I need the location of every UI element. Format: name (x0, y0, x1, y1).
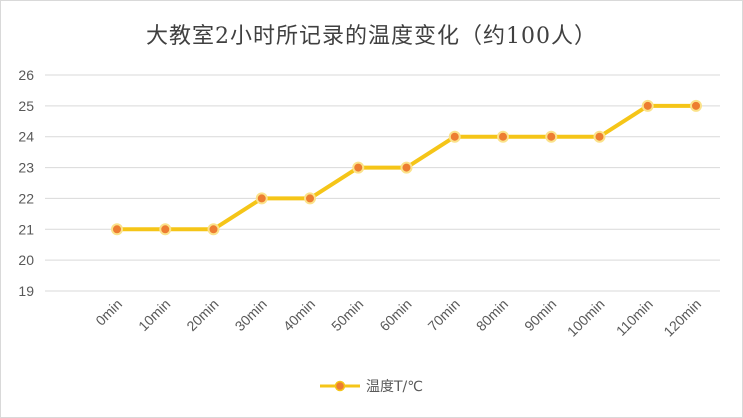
x-tick-label: 60min (376, 296, 414, 334)
y-tick-label: 21 (18, 221, 34, 237)
data-point (593, 130, 606, 143)
x-tick-label: 40min (280, 296, 318, 334)
x-tick-label: 80min (473, 296, 511, 334)
legend-label: 温度T/℃ (366, 379, 423, 395)
data-point (448, 130, 461, 143)
gridlines (45, 74, 720, 292)
x-tick-label: 100min (564, 296, 608, 340)
x-tick-label: 110min (613, 296, 656, 339)
y-tick-label: 23 (18, 160, 34, 176)
data-point (207, 223, 220, 236)
data-point (690, 99, 702, 112)
data-point (545, 130, 558, 143)
data-point (304, 192, 316, 205)
x-tick-label: 30min (232, 296, 270, 334)
data-point (255, 192, 268, 205)
data-point (400, 161, 413, 174)
chart-title: 大教室2小时所记录的温度变化（约100人） (146, 24, 597, 49)
data-point (159, 223, 172, 236)
y-tick-label: 25 (18, 98, 34, 114)
data-point (641, 99, 654, 112)
x-tick-label: 50min (328, 296, 366, 334)
x-tick-label: 70min (425, 296, 463, 334)
legend-swatch (320, 380, 360, 392)
x-tick-label: 120min (660, 296, 704, 340)
y-tick-label: 19 (18, 283, 34, 299)
legend: 温度T/℃ (0, 376, 743, 396)
y-tick-label: 24 (18, 129, 34, 145)
x-tick-label: 90min (521, 296, 559, 334)
x-axis-ticks: 0min 10min 20min 30min 40min 50min 60min 70min 8… (92, 296, 704, 340)
data-point (111, 223, 123, 236)
y-axis-ticks: 19 20 21 22 23 24 25 26 (18, 67, 34, 299)
x-tick-label: 0min (92, 296, 125, 329)
data-point (497, 130, 509, 143)
x-tick-label: 20min (183, 296, 221, 334)
data-point (352, 161, 365, 174)
series-layer (111, 99, 702, 236)
y-tick-label: 20 (18, 252, 34, 268)
y-tick-label: 22 (18, 190, 34, 206)
y-tick-label: 26 (18, 67, 34, 83)
x-tick-label: 10min (135, 296, 173, 334)
